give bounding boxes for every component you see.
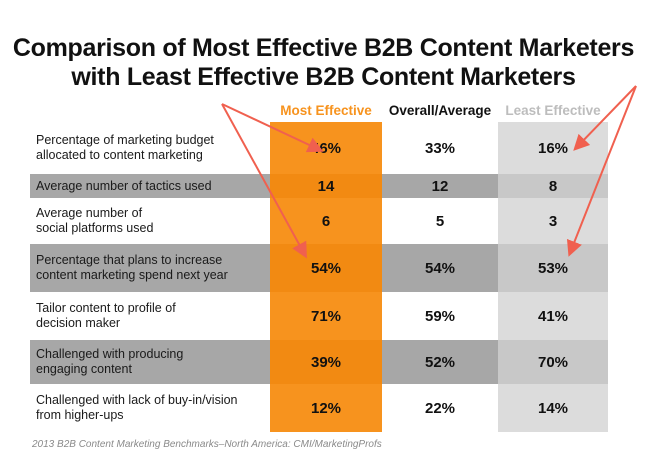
chart-title-line2: with Least Effective B2B Content Markete… bbox=[71, 63, 576, 91]
row-label-line2: decision maker bbox=[36, 316, 121, 330]
table-row-spend-increase: Percentage that plans to increase content… bbox=[30, 244, 608, 292]
chart-title: Comparison of Most Effective B2B Content… bbox=[0, 34, 647, 92]
row-label: Average number of social platforms used bbox=[36, 198, 268, 244]
cell-least-effective: 3 bbox=[498, 198, 608, 244]
row-label-line1: Challenged with producing bbox=[36, 347, 184, 361]
column-header-most-effective: Most Effective bbox=[280, 103, 372, 118]
table-row-engaging-content: Challenged with producing engaging conten… bbox=[30, 340, 608, 384]
cell-least-effective: 53% bbox=[498, 244, 608, 292]
cell-most-effective: 54% bbox=[270, 244, 382, 292]
cell-overall-average: 12 bbox=[382, 174, 498, 198]
row-label: Tailor content to profile of decision mak… bbox=[36, 292, 268, 340]
cell-least-effective: 14% bbox=[498, 384, 608, 432]
table-row-tailor-content: Tailor content to profile of decision mak… bbox=[30, 292, 608, 340]
table-row-social-platforms: Average number of social platforms used 6… bbox=[30, 198, 608, 244]
cell-least-effective: 8 bbox=[498, 174, 608, 198]
cell-most-effective: 12% bbox=[270, 384, 382, 432]
cell-least-effective: 41% bbox=[498, 292, 608, 340]
column-header-least-effective: Least Effective bbox=[505, 103, 601, 118]
row-label-line1: Average number of bbox=[36, 206, 143, 220]
chart-title-line1: Comparison of Most Effective B2B Content… bbox=[12, 34, 635, 62]
cell-overall-average: 5 bbox=[435, 212, 445, 230]
row-label-line1: Tailor content to profile of bbox=[36, 301, 176, 315]
cell-most-effective: 71% bbox=[270, 292, 382, 340]
cell-most-effective: 39% bbox=[270, 340, 382, 384]
cell-most-effective: 6 bbox=[270, 198, 382, 244]
cell-most-effective: 46% bbox=[270, 122, 382, 174]
table-row-tactics: Average number of tactics used 14 12 8 bbox=[30, 174, 608, 198]
row-label-line2: allocated to content marketing bbox=[36, 148, 203, 162]
comparison-table: Percentage of marketing budget allocated … bbox=[30, 122, 608, 432]
source-note: 2013 B2B Content Marketing Benchmarks–No… bbox=[32, 439, 382, 450]
row-label-line2: social platforms used bbox=[36, 221, 154, 235]
row-label-line2: engaging content bbox=[36, 362, 132, 376]
row-label-line2: from higher-ups bbox=[36, 408, 124, 422]
cell-most-effective: 14 bbox=[270, 174, 382, 198]
column-header-overall-average: Overall/Average bbox=[388, 103, 492, 118]
row-label: Challenged with lack of buy-in/vision fro… bbox=[36, 384, 268, 432]
table-row-budget: Percentage of marketing budget allocated … bbox=[30, 122, 608, 174]
cell-overall-average: 59% bbox=[424, 307, 456, 325]
row-label: Percentage of marketing budget allocated … bbox=[36, 122, 268, 174]
cell-least-effective: 70% bbox=[498, 340, 608, 384]
row-label-line1: Percentage of marketing budget bbox=[36, 133, 214, 147]
row-label-line1: Challenged with lack of buy-in/vision bbox=[36, 393, 238, 407]
cell-overall-average: 54% bbox=[382, 244, 498, 292]
row-label: Percentage that plans to increase content… bbox=[36, 244, 268, 292]
table-row-buy-in: Challenged with lack of buy-in/vision fro… bbox=[30, 384, 608, 432]
cell-overall-average: 52% bbox=[382, 340, 498, 384]
row-label: Average number of tactics used bbox=[36, 174, 268, 198]
cell-overall-average: 22% bbox=[424, 399, 456, 417]
cell-least-effective: 16% bbox=[498, 122, 608, 174]
row-label-line2: content marketing spend next year bbox=[36, 268, 228, 282]
row-label-line1: Percentage that plans to increase bbox=[36, 253, 223, 267]
row-label: Challenged with producing engaging conten… bbox=[36, 340, 268, 384]
row-label-line1: Average number of tactics used bbox=[36, 178, 212, 193]
cell-overall-average: 33% bbox=[424, 139, 456, 157]
